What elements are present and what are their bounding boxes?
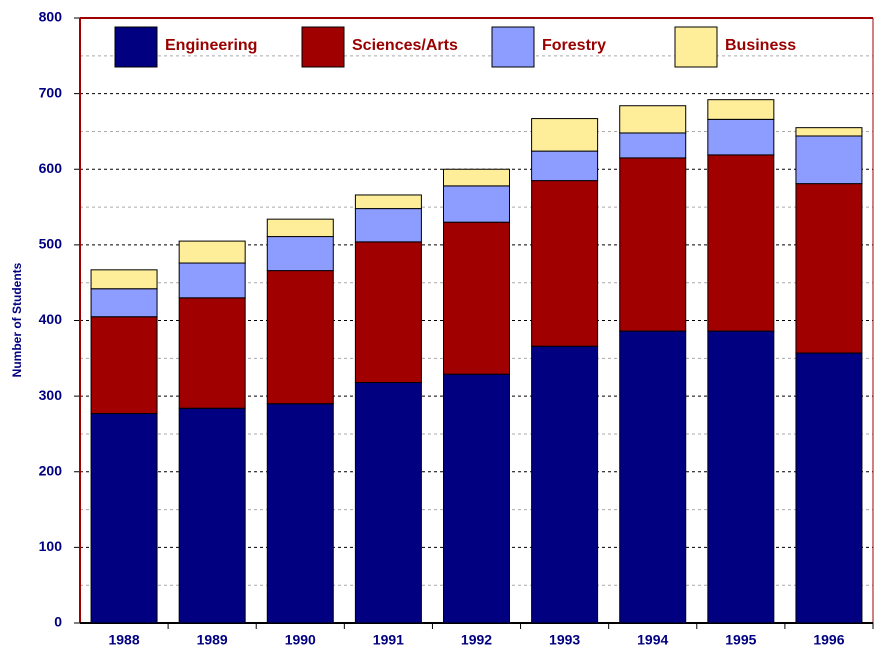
bar-segment — [619, 157, 687, 332]
x-tick-label: 1995 — [725, 632, 756, 648]
y-tick-label: 700 — [39, 84, 63, 100]
bar-segment — [266, 403, 334, 624]
bar-segment — [531, 118, 599, 152]
bar-segment — [619, 132, 687, 159]
bar-segment — [443, 185, 510, 223]
bar-segment — [795, 135, 863, 185]
bar-segment — [90, 288, 158, 318]
bar-segment — [354, 241, 422, 384]
bar-segment — [90, 413, 158, 624]
bar-segment — [531, 150, 599, 182]
x-tick-label: 1993 — [549, 632, 580, 648]
legend-label: Forestry — [542, 37, 606, 54]
bar-segment — [707, 118, 775, 156]
bar-segment — [707, 154, 775, 332]
bar-segment — [531, 345, 599, 624]
bar-segment — [266, 218, 334, 238]
bar-segment — [354, 382, 422, 624]
bar-segment — [707, 99, 775, 120]
y-tick-label: 200 — [39, 462, 63, 478]
bar-segment — [443, 221, 510, 375]
bar-segment — [90, 269, 158, 290]
x-tick-label: 1996 — [813, 632, 844, 648]
legend-swatch — [301, 26, 345, 68]
x-tick-label: 1992 — [461, 632, 492, 648]
y-tick-label: 0 — [54, 614, 62, 630]
y-axis-label: Number of Students — [10, 262, 24, 377]
bar-segment — [531, 180, 599, 347]
y-tick-label: 500 — [39, 236, 63, 252]
bar-segment — [266, 236, 334, 272]
bar-segment — [795, 127, 863, 137]
y-tick-label: 600 — [39, 160, 63, 176]
bar-segment — [619, 330, 687, 624]
legend-label: Engineering — [165, 37, 257, 54]
legend-label: Sciences/Arts — [352, 37, 458, 54]
bar-segment — [178, 297, 246, 409]
x-tick-label: 1991 — [373, 632, 404, 648]
legend-swatch — [114, 26, 158, 68]
y-tick-label: 100 — [39, 538, 63, 554]
bar-segment — [178, 407, 246, 624]
bar-segment — [795, 183, 863, 354]
y-tick-label: 800 — [39, 9, 63, 25]
bar-segment — [178, 240, 246, 264]
x-tick-label: 1990 — [285, 632, 316, 648]
bar-segment — [90, 316, 158, 415]
bar-segment — [443, 168, 510, 187]
legend-label: Business — [725, 37, 796, 54]
legend-swatch — [674, 26, 718, 68]
bar-segment — [266, 270, 334, 405]
bar-segment — [619, 105, 687, 134]
bar-segment — [443, 373, 510, 624]
legend-swatch — [491, 26, 535, 68]
y-tick-label: 400 — [39, 311, 63, 327]
bar-segment — [354, 208, 422, 243]
bar-segment — [354, 194, 422, 210]
bar-segment — [795, 352, 863, 624]
x-tick-label: 1994 — [637, 632, 668, 648]
y-tick-label: 300 — [39, 387, 63, 403]
x-tick-label: 1989 — [197, 632, 228, 648]
bar-segment — [707, 330, 775, 624]
x-tick-label: 1988 — [108, 632, 139, 648]
bar-segment — [178, 262, 246, 299]
